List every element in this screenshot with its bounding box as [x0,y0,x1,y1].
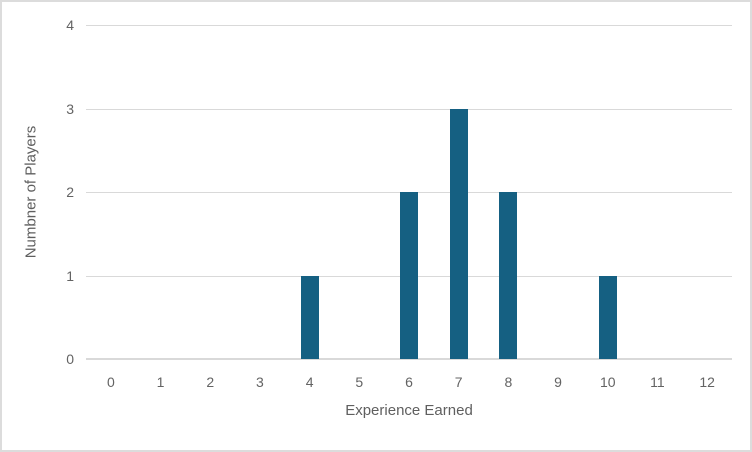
x-tick-label: 7 [454,374,463,390]
x-tick-label: 9 [554,374,562,390]
y-tick-label: 2 [66,184,74,200]
bar [300,275,319,359]
x-tick-label: 1 [156,374,165,390]
x-tick-label: 6 [405,374,413,390]
bar [400,192,418,359]
x-axis-line [86,358,732,360]
y-tick-label: 4 [66,17,74,33]
bar [499,192,518,359]
y-tick-label: 3 [66,100,74,117]
x-axis-title: Experience Earned [345,402,473,419]
y-tick-label: 1 [66,267,74,284]
x-tick-label: 8 [504,374,513,390]
gridline [86,25,732,26]
x-tick-label: 0 [106,374,115,390]
x-tick-label: 11 [650,374,665,390]
bar [598,275,617,359]
x-tick-label: 3 [256,374,264,390]
x-tick-label: 12 [699,374,715,390]
gridline [86,108,732,110]
x-tick-label: 10 [599,374,616,390]
y-tick-label: 0 [66,351,74,367]
x-tick-label: 5 [355,374,364,390]
x-tick-label: 2 [206,374,215,390]
bar [449,108,468,359]
x-tick-label: 4 [305,374,314,390]
